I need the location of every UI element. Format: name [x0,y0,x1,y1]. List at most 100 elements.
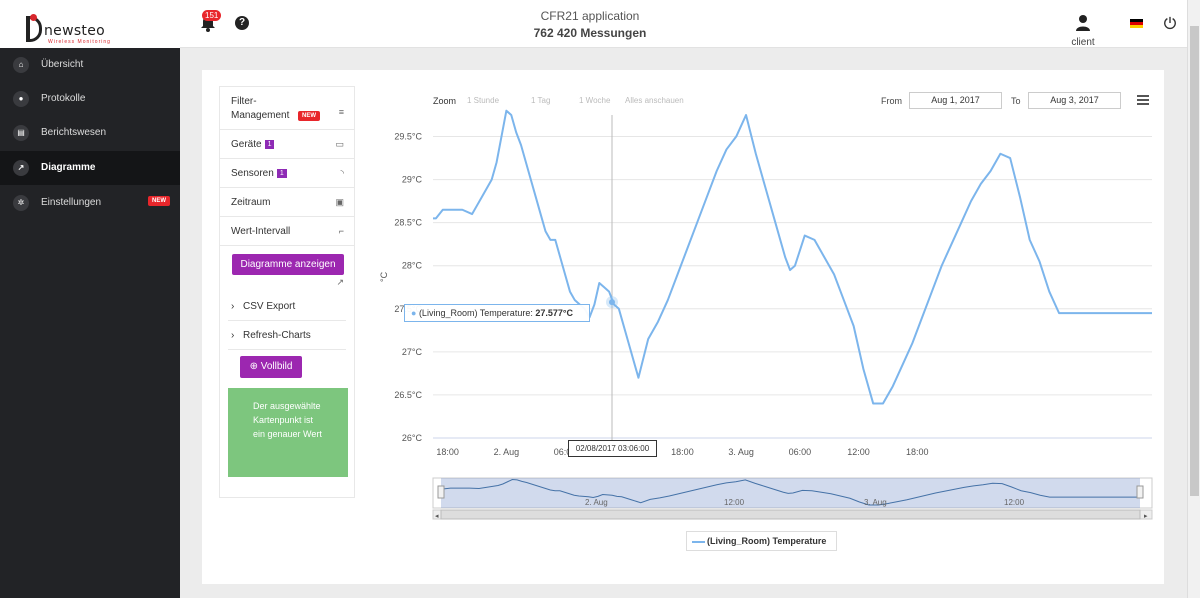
german-flag-icon[interactable] [1130,19,1143,28]
scroll-left-arrow-icon[interactable]: ◂ [435,513,439,520]
sidebar-item-berichtswesen[interactable]: ▤ Berichtswesen [0,116,180,150]
y-tick-label: 26.5°C [394,390,422,400]
calendar-icon: ▣ [335,197,344,207]
crosshair-date-label: 02/08/2017 03:06:00 [568,440,657,457]
report-icon: ▤ [13,125,29,141]
navigator-tick-label: 12:00 [1004,498,1025,507]
zoom-1-day-button[interactable]: 1 Tag [531,96,551,105]
logo[interactable]: newsteo Wireless Monitoring [0,0,180,48]
devices-label: Geräte 1 [231,139,275,150]
from-date-input[interactable]: Aug 1, 2017 [909,92,1002,109]
from-label: From [881,96,902,106]
chart-menu-icon[interactable] [1137,95,1149,107]
zoom-label: Zoom [433,96,457,106]
zoom-all-button[interactable]: Alles anschauen [625,96,684,105]
x-tick-label: 18:00 [436,447,459,457]
help-icon[interactable]: ? [235,16,249,30]
y-tick-label: 27°C [402,347,423,357]
navigator-handle-right[interactable] [1136,485,1144,499]
value-interval-row[interactable]: Wert-Intervall ⌐ [220,217,354,246]
period-row[interactable]: Zeitraum ▣ [220,188,354,217]
tooltip-series-label: (Living_Room) Temperature: [418,308,533,318]
logo-text: newsteo [44,23,105,39]
series-line [433,109,1152,405]
navigator-tick-label: 3. Aug [864,498,887,507]
value-interval-label: Wert-Intervall [231,226,291,237]
legend-line-icon [692,541,705,543]
scrollbar-thumb[interactable] [1190,26,1199,496]
chart-legend[interactable]: (Living_Room) Temperature [686,531,837,551]
sidebar-item-label: Berichtswesen [41,127,107,138]
zoom-1-week-button[interactable]: 1 Woche [579,96,611,105]
home-icon: ⌂ [13,57,29,73]
sensors-label: Sensoren 1 [231,168,287,179]
sidebar-item-einstellungen[interactable]: ✲ Einstellungen NEW [0,186,180,220]
chevron-right-icon: › [231,330,235,341]
csv-export-row[interactable]: › CSV Export [228,292,346,321]
sidebar-item-uebersicht[interactable]: ⌂ Übersicht [0,48,180,82]
sidebar-item-label: Einstellungen [41,197,102,208]
x-tick-label: 3. Aug [728,447,754,457]
user-label[interactable]: client [1071,37,1095,48]
device-icon: ▭ [335,139,344,149]
y-tick-label: 28°C [402,261,423,271]
y-tick-label: 29.5°C [394,132,422,142]
chart-tooltip: ● (Living_Room) Temperature: 27.577°C [404,304,590,322]
sidebar-item-protokolle[interactable]: ● Protokolle [0,82,180,116]
measurement-count: 762 420 Messungen [533,26,647,40]
csv-export-label: CSV Export [243,301,296,312]
refresh-charts-row[interactable]: › Refresh-Charts [228,321,346,350]
notification-count-badge: 151 [202,10,222,21]
sensors-row[interactable]: Sensoren 1 ◝ [220,159,354,188]
navigator-series-line [441,478,1140,506]
to-date-input[interactable]: Aug 3, 2017 [1028,92,1121,109]
x-tick-label: 2. Aug [494,447,520,457]
show-charts-button[interactable]: Diagramme anzeigen [232,254,344,275]
filter-management-row[interactable]: Filter-Management NEW ≡ [220,87,354,130]
zoom-1-hour-button[interactable]: 1 Stunde [467,96,500,105]
fullscreen-button[interactable]: ⊕ Vollbild [240,356,302,378]
new-badge: NEW [148,196,170,206]
devices-text: Geräte [231,139,262,150]
navigator-scrollbar-thumb[interactable] [440,509,1141,520]
sidebar-item-diagramme[interactable]: ↗ Diagramme [0,151,180,185]
logo-subtitle: Wireless Monitoring [48,39,111,45]
series-dot-icon: ● [411,308,419,318]
y-tick-label: 28.5°C [394,218,422,228]
power-icon[interactable] [1163,15,1177,31]
sensors-count-badge: 1 [276,169,287,178]
x-tick-label: 18:00 [671,447,694,457]
sidebar-item-label: Übersicht [41,59,84,70]
sensors-text: Sensoren [231,168,274,179]
chart-icon: ↗ [13,160,29,176]
bell-icon: ● [13,91,29,107]
filter-management-label: Filter-Management [231,96,290,121]
sidebar: ⌂ Übersicht ● Protokolle ▤ Berichtswesen… [0,48,180,598]
to-label: To [1011,96,1021,106]
rss-icon: ◝ [340,168,345,178]
refresh-charts-label: Refresh-Charts [243,330,311,341]
navigator-handle-left[interactable] [437,485,445,499]
fullscreen-label: Vollbild [260,361,293,372]
top-bar: newsteo Wireless Monitoring 151 ? CFR21 … [0,0,1187,48]
x-tick-label: 06:00 [554,447,577,457]
x-tick-label: 12:00 [847,447,870,457]
page-scrollbar[interactable] [1187,0,1200,598]
info-box: Der ausgewählte Kartenpunkt ist ein gena… [228,388,348,477]
new-badge: NEW [298,111,320,121]
navigator-tick-label: 12:00 [724,498,745,507]
devices-row[interactable]: Geräte 1 ▭ [220,130,354,159]
zoom-icon: ⊕ [249,361,261,372]
devices-count-badge: 1 [264,140,275,149]
scroll-right-arrow-icon[interactable]: ▸ [1144,513,1148,520]
filter-icon: ≡ [338,107,344,117]
user-icon[interactable] [1068,14,1098,32]
navigator-tick-label: 2. Aug [585,498,608,507]
chart-line-icon: ↗ [336,277,344,287]
y-tick-label: 26°C [402,433,423,443]
chevron-right-icon: › [231,301,235,312]
legend-label: (Living_Room) Temperature [707,536,827,546]
tooltip-value: 27.577°C [535,308,573,318]
interval-icon: ⌐ [338,226,344,236]
